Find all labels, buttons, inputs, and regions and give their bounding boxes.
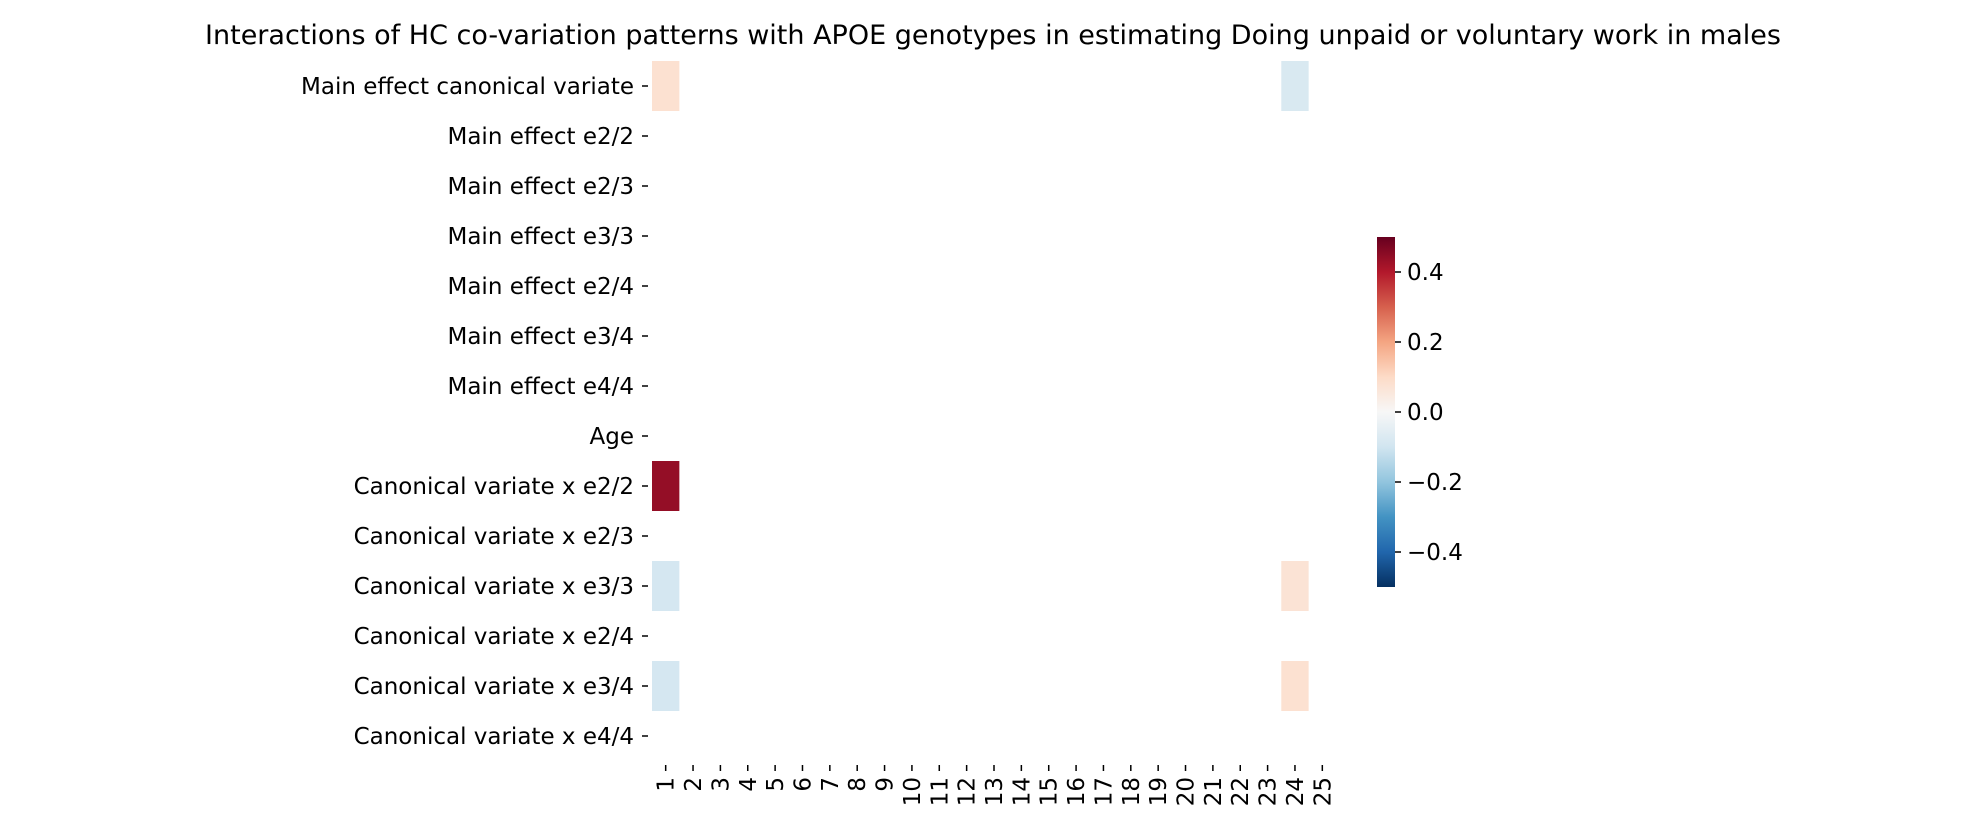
x-tick-label: 15 xyxy=(1037,777,1063,806)
colorbar-tick-label: 0.4 xyxy=(1407,260,1444,286)
heatmap-cell xyxy=(652,561,680,611)
colorbar-ticks: 0.4 0.2 0.0 −0.2 −0.4 xyxy=(1395,260,1463,566)
x-tick-label: 9 xyxy=(873,777,899,792)
heatmap-cell xyxy=(652,461,680,511)
x-tick-label: 13 xyxy=(982,777,1008,806)
x-tick-label: 5 xyxy=(763,777,789,792)
heatmap-cells xyxy=(652,61,1309,711)
x-tick-label: 17 xyxy=(1091,777,1117,806)
colorbar-tick-label: 0.2 xyxy=(1407,330,1444,356)
colorbar-tick-label: 0.0 xyxy=(1407,400,1444,426)
y-tick-label: Main effect e4/4 xyxy=(447,374,634,400)
y-tick-label: Canonical variate x e2/3 xyxy=(354,524,634,550)
x-tick-label: 4 xyxy=(736,777,762,792)
y-tick-label: Canonical variate x e3/3 xyxy=(354,574,634,600)
heatmap-cell xyxy=(652,61,680,111)
y-tick-label: Main effect canonical variate xyxy=(301,74,634,100)
x-tick-label: 6 xyxy=(790,777,816,792)
x-tick-label: 14 xyxy=(1009,777,1035,806)
x-tick-label: 2 xyxy=(681,777,707,792)
colorbar: 0.4 0.2 0.0 −0.2 −0.4 xyxy=(1377,237,1463,587)
y-axis: Main effect canonical variate Main effect… xyxy=(301,74,648,750)
x-tick-label: 8 xyxy=(845,777,871,792)
y-tick-label: Canonical variate x e3/4 xyxy=(354,674,634,700)
x-tick-label: 20 xyxy=(1174,777,1200,806)
heatmap-cell xyxy=(652,661,680,711)
x-tick-label: 18 xyxy=(1119,777,1145,806)
y-tick-label: Main effect e3/3 xyxy=(447,224,634,250)
x-tick-label: 21 xyxy=(1201,777,1227,806)
y-tick-label: Canonical variate x e2/2 xyxy=(354,474,634,500)
y-tick-label: Main effect e2/4 xyxy=(447,274,634,300)
x-tick-label: 24 xyxy=(1283,777,1309,806)
chart-title: Interactions of HC co-variation patterns… xyxy=(205,20,1781,51)
x-tick-label: 1 xyxy=(654,777,680,792)
colorbar-tick-label: −0.2 xyxy=(1407,470,1463,496)
colorbar-tick-label: −0.4 xyxy=(1407,540,1463,566)
y-tick-label: Main effect e2/3 xyxy=(447,174,634,200)
x-tick-label: 22 xyxy=(1228,777,1254,806)
x-tick-label: 16 xyxy=(1064,777,1090,806)
y-tick-label: Canonical variate x e2/4 xyxy=(354,624,634,650)
x-tick-label: 19 xyxy=(1146,777,1172,806)
y-tick-label: Main effect e2/2 xyxy=(447,124,634,150)
x-tick-label: 12 xyxy=(955,777,981,806)
x-tick-label: 10 xyxy=(900,777,926,806)
x-tick-label: 25 xyxy=(1310,777,1336,806)
heatmap-cell xyxy=(1281,661,1309,711)
heatmap-cell xyxy=(1281,61,1309,111)
colorbar-gradient xyxy=(1377,237,1395,587)
y-tick-label: Main effect e3/4 xyxy=(447,324,634,350)
x-tick-label: 3 xyxy=(708,777,734,792)
y-tick-label: Canonical variate x e4/4 xyxy=(354,724,634,750)
x-axis: 1 2 3 4 5 6 7 8 9 10 11 12 13 14 15 16 17 18 19 20 21 22 23 24 2… xyxy=(654,765,1336,806)
x-tick-label: 23 xyxy=(1256,777,1282,806)
y-tick-label: Age xyxy=(590,424,634,450)
x-tick-label: 7 xyxy=(818,777,844,792)
heatmap-cell xyxy=(1281,561,1309,611)
x-tick-label: 11 xyxy=(927,777,953,806)
